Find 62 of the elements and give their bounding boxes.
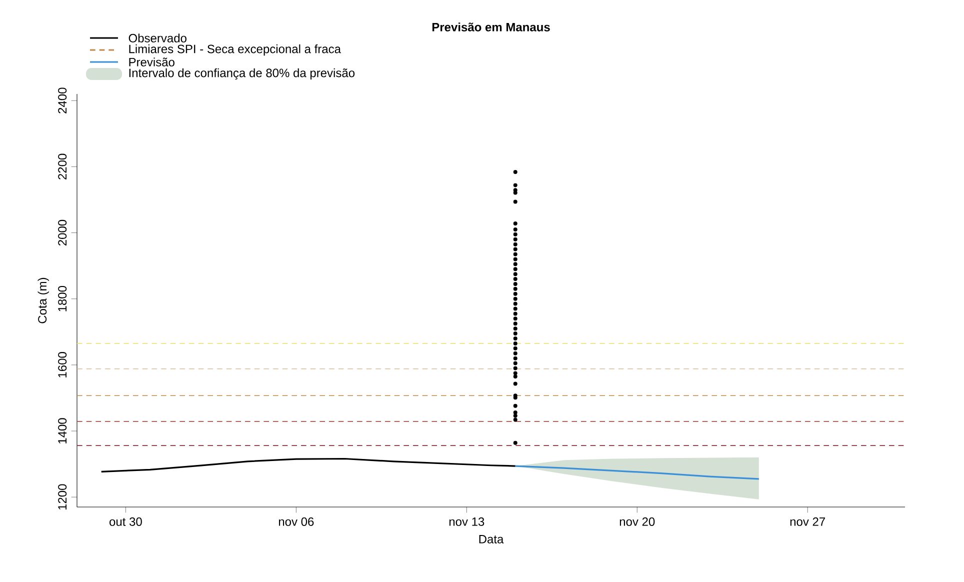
- point: [513, 286, 518, 291]
- point: [513, 272, 518, 276]
- point: [513, 242, 518, 246]
- point: [513, 306, 518, 311]
- y-tick-label: 2000: [58, 220, 67, 246]
- point: [513, 312, 518, 316]
- x-tick-label: out 30: [110, 517, 142, 526]
- x-axis-title: Data: [479, 535, 504, 544]
- point: [513, 267, 518, 272]
- legend-label: Limiares SPI - Seca excepcional a fraca: [129, 44, 341, 56]
- point: [513, 371, 518, 376]
- point: [513, 277, 518, 282]
- point: [513, 414, 518, 418]
- x-tick-label: nov 13: [449, 517, 484, 526]
- point: [513, 200, 518, 204]
- point: [513, 418, 518, 422]
- point: [513, 366, 518, 370]
- point: [513, 382, 518, 386]
- y-axis-title: Cota (m): [38, 278, 49, 324]
- point: [513, 374, 518, 378]
- point: [513, 336, 518, 340]
- chart-title: Previsão em Manaus: [432, 22, 550, 32]
- y-tick-label: 1400: [58, 418, 67, 444]
- point: [513, 361, 518, 366]
- point: [513, 282, 518, 286]
- x-tick-label: nov 20: [620, 517, 655, 526]
- point: [513, 410, 518, 415]
- point: [513, 237, 518, 242]
- y-tick-label: 1800: [58, 286, 67, 312]
- point: [513, 190, 518, 195]
- line-series: [514, 465, 760, 480]
- x-tick-label: nov 27: [790, 517, 825, 526]
- y-tick-label: 2200: [58, 154, 67, 180]
- x-tick-label: nov 06: [278, 517, 314, 526]
- y-tick-label: 1600: [58, 352, 67, 378]
- point: [513, 322, 518, 326]
- y-tick-label: 2400: [58, 88, 67, 114]
- point: [513, 346, 518, 350]
- point: [513, 292, 518, 296]
- point: [513, 262, 518, 266]
- point: [513, 170, 518, 174]
- point: [513, 404, 518, 408]
- point: [513, 326, 518, 331]
- point: [513, 183, 518, 188]
- point: [513, 341, 518, 346]
- point: [513, 227, 518, 232]
- point: [513, 247, 518, 252]
- text: Intervalo de confiança de 80% da previsão: [129, 68, 355, 80]
- point: [513, 302, 518, 306]
- point: [513, 232, 518, 236]
- point: [513, 316, 518, 321]
- point: [513, 351, 518, 356]
- point: [513, 332, 518, 336]
- point: [513, 356, 518, 360]
- point: [513, 222, 518, 226]
- legend-label: Observado: [128, 34, 186, 42]
- point: [513, 257, 518, 262]
- point: [513, 252, 518, 256]
- legend-label: Previsão: [129, 58, 174, 66]
- point: [513, 296, 518, 301]
- y-tick-label: 1200: [58, 484, 67, 510]
- point: [513, 440, 518, 445]
